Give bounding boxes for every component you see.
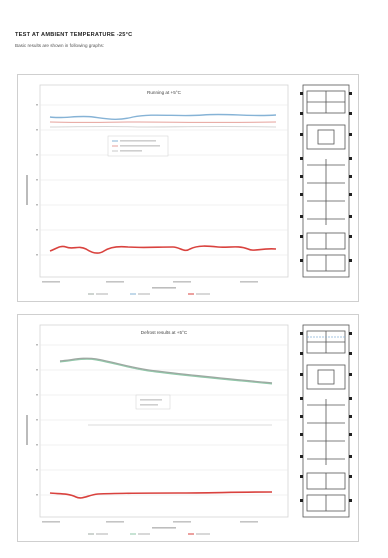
figure-1-y-axis-label-mark [26,175,28,205]
figure-1-y-ticks [36,104,38,256]
figure-1-svg: Running at +5°C [18,75,358,301]
figure-2-series-red [49,491,273,499]
figure-1-title: Running at +5°C [147,90,182,95]
figure-2-svg: Defrost results at +5°C [18,315,358,541]
figure-1-x-ticks [42,281,258,283]
figure-2-legend-box [135,394,171,410]
figure-1-series-red [49,245,277,254]
figure-1-series-blue [49,113,277,120]
figure-2-title: Defrost results at +5°C [141,330,188,335]
figure-2-y-ticks [36,344,38,496]
figure-2-series-grey [59,357,273,384]
figure-2-sensor-markers [300,332,352,502]
figure-2-x-axis-label-mark [152,527,176,529]
figure-1-gridlines [40,104,288,256]
figure-1-bottom-legend [88,293,210,295]
figure-2-series-green [59,358,273,385]
figure-2-plot-area [39,324,289,518]
figure-2-bottom-legend [88,533,210,535]
figure-2-y-axis-label-mark [26,415,28,445]
refrigerated-truck-diagram-icon [302,84,350,278]
figure-1-x-axis-label-mark [152,287,176,289]
figure-2-panel: Defrost results at +5°C [17,314,359,542]
document-subheading: Basic results are shown in following gra… [15,43,105,48]
figure-2-gridlines [40,344,288,496]
figure-1-panel: Running at +5°C [17,74,359,302]
refrigerated-truck-diagram-icon [302,324,350,518]
figure-1-sensor-markers [300,92,352,262]
figure-2-x-ticks [42,521,258,523]
figure-1-plot-area [39,84,289,278]
document-heading: TEST AT AMBIENT TEMPERATURE -25°C [15,32,133,38]
